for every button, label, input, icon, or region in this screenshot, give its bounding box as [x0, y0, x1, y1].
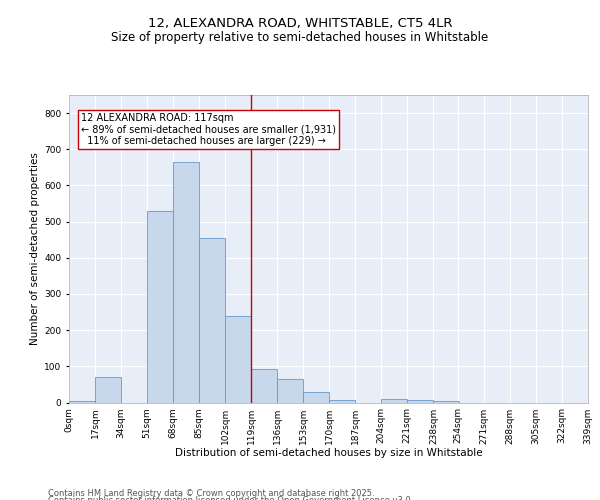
Bar [382, 399, 407, 402]
Text: Contains public sector information licensed under the Open Government Licence v3: Contains public sector information licen… [48, 496, 413, 500]
Bar [303, 392, 329, 402]
Text: 12 ALEXANDRA ROAD: 117sqm
← 89% of semi-detached houses are smaller (1,931)
  11: 12 ALEXANDRA ROAD: 117sqm ← 89% of semi-… [81, 113, 336, 146]
Bar [225, 316, 251, 402]
Bar [251, 369, 277, 402]
Bar [277, 379, 303, 402]
Bar [407, 400, 433, 402]
Bar [173, 162, 199, 402]
Text: Size of property relative to semi-detached houses in Whitstable: Size of property relative to semi-detach… [112, 32, 488, 44]
Bar [95, 377, 121, 402]
Y-axis label: Number of semi-detached properties: Number of semi-detached properties [30, 152, 40, 345]
Text: Contains HM Land Registry data © Crown copyright and database right 2025.: Contains HM Land Registry data © Crown c… [48, 488, 374, 498]
Text: 12, ALEXANDRA ROAD, WHITSTABLE, CT5 4LR: 12, ALEXANDRA ROAD, WHITSTABLE, CT5 4LR [148, 18, 452, 30]
Bar [69, 400, 95, 402]
Bar [329, 400, 355, 402]
Bar [147, 211, 173, 402]
X-axis label: Distribution of semi-detached houses by size in Whitstable: Distribution of semi-detached houses by … [175, 448, 482, 458]
Bar [433, 400, 460, 402]
Bar [199, 238, 225, 402]
